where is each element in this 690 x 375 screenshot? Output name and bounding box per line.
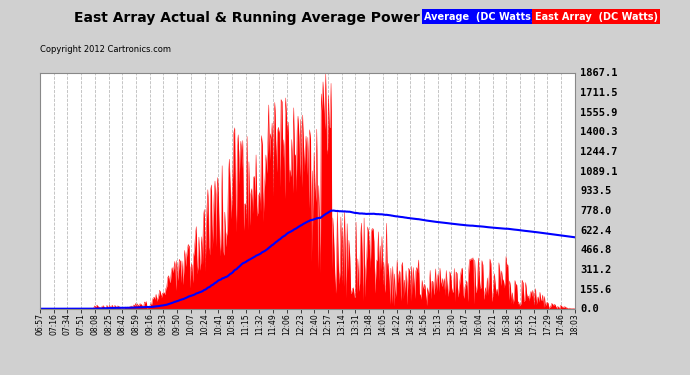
- Text: 17:29: 17:29: [543, 313, 552, 335]
- Text: 09:33: 09:33: [159, 313, 168, 335]
- Text: 13:48: 13:48: [364, 313, 373, 335]
- Text: East Array Actual & Running Average Power Fri Oct 5 18:11: East Array Actual & Running Average Powe…: [74, 11, 541, 25]
- Text: Average  (DC Watts): Average (DC Watts): [424, 12, 535, 22]
- Text: 08:59: 08:59: [132, 313, 141, 335]
- Text: 15:13: 15:13: [433, 313, 442, 335]
- Text: 16:55: 16:55: [515, 313, 524, 335]
- Text: 11:49: 11:49: [268, 313, 277, 335]
- Text: 466.8: 466.8: [580, 245, 611, 255]
- Text: 14:39: 14:39: [406, 313, 415, 335]
- Text: 1244.7: 1244.7: [580, 147, 618, 157]
- Text: 16:38: 16:38: [502, 313, 511, 335]
- Text: 13:31: 13:31: [351, 313, 360, 335]
- Text: 10:24: 10:24: [200, 313, 209, 335]
- Text: 14:56: 14:56: [420, 313, 428, 335]
- Text: East Array  (DC Watts): East Array (DC Watts): [535, 12, 658, 22]
- Text: 933.5: 933.5: [580, 186, 611, 196]
- Text: 17:12: 17:12: [529, 313, 538, 335]
- Text: 09:16: 09:16: [145, 313, 154, 335]
- Text: 07:34: 07:34: [63, 313, 72, 335]
- Text: 0.0: 0.0: [580, 304, 599, 314]
- Text: 09:50: 09:50: [172, 313, 181, 335]
- Text: 17:46: 17:46: [557, 313, 566, 335]
- Text: 15:47: 15:47: [461, 313, 470, 335]
- Text: 16:21: 16:21: [488, 313, 497, 335]
- Text: 12:23: 12:23: [296, 313, 305, 335]
- Text: 622.4: 622.4: [580, 226, 611, 236]
- Text: 155.6: 155.6: [580, 285, 611, 295]
- Text: 10:58: 10:58: [228, 313, 237, 335]
- Text: 08:42: 08:42: [118, 313, 127, 335]
- Text: 07:16: 07:16: [49, 313, 58, 335]
- Text: 1867.1: 1867.1: [580, 68, 618, 78]
- Text: 12:57: 12:57: [324, 313, 333, 335]
- Text: 1711.5: 1711.5: [580, 88, 618, 98]
- Text: 10:07: 10:07: [186, 313, 195, 335]
- Text: 08:25: 08:25: [104, 313, 113, 335]
- Text: 12:40: 12:40: [310, 313, 319, 335]
- Text: 08:08: 08:08: [90, 313, 99, 335]
- Text: 11:15: 11:15: [241, 313, 250, 335]
- Text: 07:51: 07:51: [77, 313, 86, 335]
- Text: 13:14: 13:14: [337, 313, 346, 335]
- Text: 14:05: 14:05: [378, 313, 387, 335]
- Text: 16:04: 16:04: [474, 313, 483, 335]
- Text: 311.2: 311.2: [580, 265, 611, 275]
- Text: Copyright 2012 Cartronics.com: Copyright 2012 Cartronics.com: [40, 45, 171, 54]
- Text: 12:06: 12:06: [282, 313, 291, 335]
- Text: 06:57: 06:57: [35, 313, 45, 335]
- Text: 1089.1: 1089.1: [580, 166, 618, 177]
- Text: 14:22: 14:22: [392, 313, 401, 335]
- Text: 11:32: 11:32: [255, 313, 264, 335]
- Text: 1400.3: 1400.3: [580, 127, 618, 137]
- Text: 18:03: 18:03: [570, 313, 580, 335]
- Text: 1555.9: 1555.9: [580, 108, 618, 117]
- Text: 10:41: 10:41: [214, 313, 223, 335]
- Text: 15:30: 15:30: [447, 313, 456, 335]
- Text: 778.0: 778.0: [580, 206, 611, 216]
